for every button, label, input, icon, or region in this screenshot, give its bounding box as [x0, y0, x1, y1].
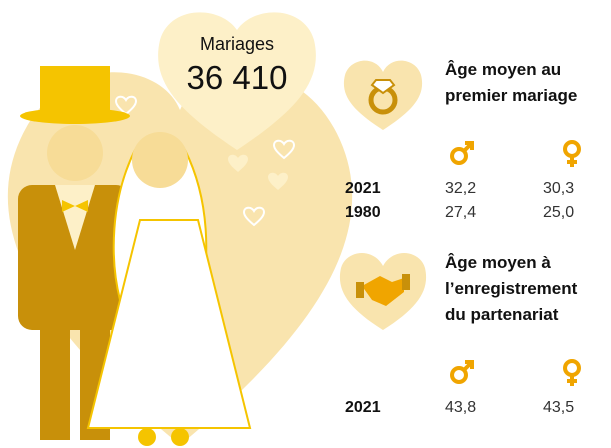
women-value: 25,0 — [543, 204, 574, 221]
section-title: Âge moyen au — [445, 60, 561, 79]
section-title: l’enregistrement — [445, 279, 578, 298]
ring-heart — [343, 60, 423, 130]
row-year: 2021 — [345, 399, 381, 416]
male-icon — [450, 360, 474, 384]
section-title: du partenariat — [445, 305, 559, 324]
women-value: 30,3 — [543, 180, 574, 197]
ring-icon — [368, 79, 398, 115]
male-icon — [450, 141, 474, 165]
label-heart — [158, 12, 316, 151]
men-value: 27,4 — [445, 204, 476, 221]
bride — [86, 132, 252, 446]
row-year: 2021 — [345, 180, 381, 197]
headline-value: 36 410 — [187, 59, 288, 96]
handshake-icon — [356, 274, 410, 306]
row-year: 1980 — [345, 204, 381, 221]
men-value: 32,2 — [445, 180, 476, 197]
headline-label: Mariages — [200, 34, 274, 54]
female-icon — [563, 140, 581, 169]
female-icon — [563, 359, 581, 388]
women-value: 43,5 — [543, 399, 574, 416]
section-title: premier mariage — [445, 86, 577, 105]
men-value: 43,8 — [445, 399, 476, 416]
sections: Âge moyen au premier mariage 2021 32,2 30,3 1… — [345, 60, 581, 416]
section-title: Âge moyen à — [445, 253, 551, 272]
